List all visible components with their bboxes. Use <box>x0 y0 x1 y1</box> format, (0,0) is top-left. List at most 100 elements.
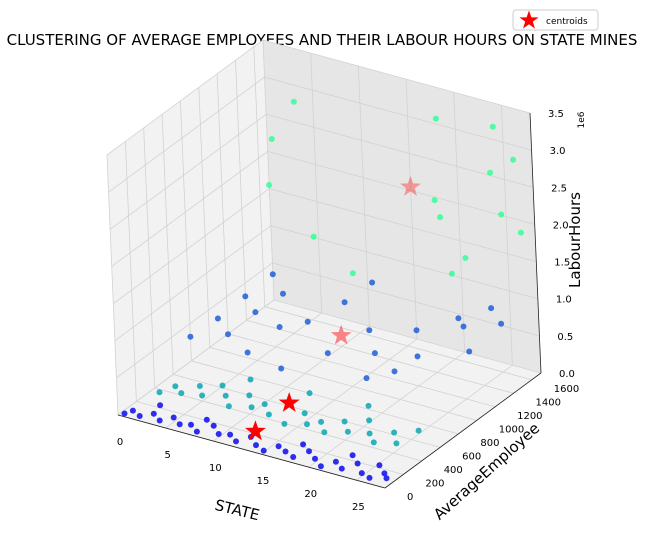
data-point <box>332 458 339 465</box>
data-point <box>391 429 398 436</box>
data-point <box>391 368 398 375</box>
data-point <box>275 443 282 450</box>
data-point <box>222 392 229 399</box>
data-point <box>312 455 318 462</box>
data-point <box>214 315 221 322</box>
data-point <box>278 365 285 372</box>
data-point <box>341 418 348 425</box>
y-tick-label: 600 <box>462 451 481 462</box>
x-tick-label: 25 <box>352 502 365 513</box>
data-point <box>349 270 356 277</box>
data-point <box>517 229 524 236</box>
y-tick-label: 0 <box>407 492 413 503</box>
x-tick-label: 15 <box>257 476 270 487</box>
data-point <box>156 417 163 424</box>
centroid-star <box>278 392 300 412</box>
centroid-markers <box>245 176 421 441</box>
z-tick-label: 1.0 <box>556 295 572 306</box>
centroid-star <box>330 324 352 345</box>
data-point <box>460 323 467 330</box>
data-point <box>489 123 496 130</box>
data-point <box>248 404 255 411</box>
z-tick-label: 1.5 <box>554 258 570 269</box>
data-point <box>341 299 348 306</box>
z-grid-line <box>109 113 534 230</box>
data-point <box>349 452 356 459</box>
data-point <box>455 315 462 322</box>
z-tick-label: 3.5 <box>548 109 564 120</box>
z-grid-line <box>108 76 532 193</box>
data-point <box>196 383 203 389</box>
data-point <box>172 383 179 390</box>
z-grid-line <box>111 150 535 267</box>
z-axis-label: LabourHours <box>566 192 584 288</box>
data-point <box>290 454 297 460</box>
data-point <box>187 333 194 340</box>
data-point <box>150 410 157 417</box>
z-tick-label: 0.5 <box>557 332 573 343</box>
z-axis-line <box>529 112 542 374</box>
z-tick-labels: 0.0 0.5 1.0 1.5 2.0 2.5 3.0 3.5 <box>548 109 575 380</box>
legend: centroids <box>512 9 599 31</box>
data-point <box>363 375 370 382</box>
centroid-star <box>245 420 266 441</box>
legend-frame <box>512 9 599 31</box>
centroid-star <box>400 176 421 196</box>
floor-pane <box>118 300 541 488</box>
data-point <box>381 470 388 477</box>
data-point <box>358 470 365 477</box>
data-point <box>498 320 505 327</box>
data-point <box>413 327 420 334</box>
data-point <box>282 448 289 455</box>
data-point <box>276 324 283 330</box>
data-point <box>488 305 495 312</box>
data-point <box>199 392 206 399</box>
z-grid-line <box>114 225 539 342</box>
data-point <box>371 350 378 357</box>
z-grid-line <box>113 188 537 304</box>
x-tick-labels: 0 5 10 15 20 25 <box>117 437 365 513</box>
y-tick-label: 1000 <box>499 424 524 435</box>
data-point <box>318 418 325 425</box>
data-point <box>366 430 373 437</box>
axes-panes <box>107 40 541 488</box>
data-point <box>301 410 308 417</box>
y-tick-label: 800 <box>480 438 499 449</box>
grid-lines <box>106 39 542 489</box>
data-point <box>431 197 438 204</box>
data-point <box>281 420 288 427</box>
data-point <box>437 214 444 221</box>
data-point <box>269 271 276 278</box>
z-tick-label: 0.0 <box>559 369 575 380</box>
data-point <box>280 290 286 297</box>
data-point <box>306 448 312 455</box>
data-point <box>344 428 351 435</box>
data-point <box>157 402 164 409</box>
data-point <box>306 390 313 397</box>
data-point <box>317 463 324 470</box>
data-point <box>321 429 328 436</box>
data-point <box>170 414 177 421</box>
data-point <box>366 474 373 481</box>
data-point <box>324 350 331 357</box>
data-point <box>247 376 254 383</box>
data-point <box>498 211 505 218</box>
x-tick-label: 0 <box>117 437 123 448</box>
back-wall-pane <box>263 40 541 373</box>
y-axis-line <box>384 372 542 489</box>
data-point <box>156 389 163 396</box>
z-tick-label: 2.0 <box>553 220 569 231</box>
data-point <box>370 439 377 446</box>
data-point <box>300 441 307 448</box>
z-grid-line <box>106 39 531 156</box>
data-point <box>225 331 231 338</box>
axis-lines <box>117 112 542 489</box>
z-grid-line <box>117 299 542 416</box>
data-point <box>129 407 136 414</box>
data-point <box>354 460 361 467</box>
data-point <box>338 465 345 472</box>
legend-label: centroids <box>546 17 588 27</box>
data-point <box>415 427 422 434</box>
z-tick-label: 2.5 <box>551 183 567 194</box>
